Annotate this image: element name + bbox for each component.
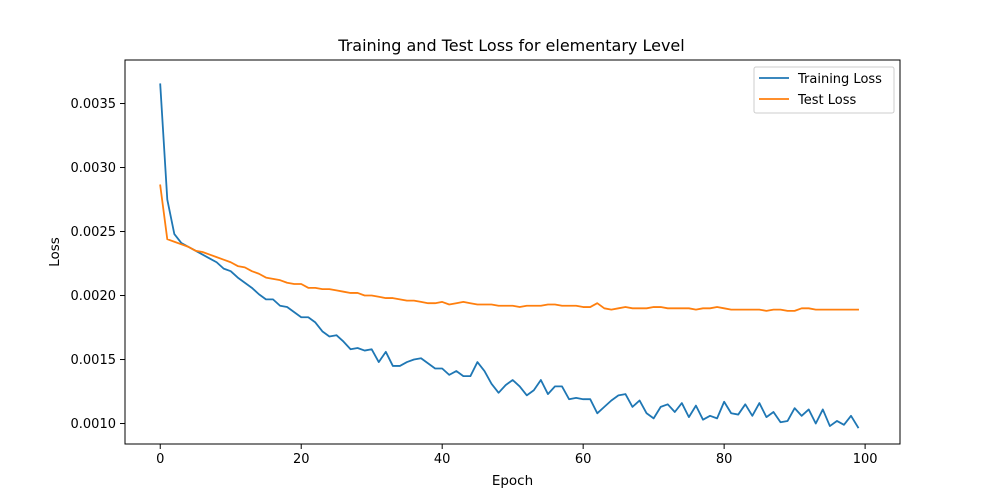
y-axis-ticks: 0.0010 0.0015 0.0020 0.0025 0.0030 0.0035 xyxy=(71,97,125,432)
x-tick-label: 40 xyxy=(434,452,451,467)
y-tick-label: 0.0010 xyxy=(71,417,117,432)
y-axis-label: Loss xyxy=(47,237,63,267)
y-tick-label: 0.0025 xyxy=(71,225,117,240)
x-tick-label: 0 xyxy=(156,452,164,467)
legend: Training Loss Test Loss xyxy=(753,66,895,114)
series-line-test-loss xyxy=(159,184,859,312)
x-tick-label: 80 xyxy=(716,452,733,467)
legend-label-training-loss: Training Loss xyxy=(797,72,882,87)
y-tick-label: 0.0015 xyxy=(71,353,117,368)
y-tick-label: 0.0035 xyxy=(71,97,117,112)
x-axis-ticks: 0 20 40 60 80 100 xyxy=(156,444,878,467)
series-line-training-loss xyxy=(159,83,860,429)
x-tick-label: 60 xyxy=(575,452,592,467)
y-tick-label: 0.0030 xyxy=(71,161,117,176)
x-tick-label: 20 xyxy=(293,452,310,467)
y-tick-label: 0.0020 xyxy=(71,289,117,304)
x-tick-label: 100 xyxy=(853,452,878,467)
legend-label-test-loss: Test Loss xyxy=(797,93,856,108)
chart-title: Training and Test Loss for elementary Le… xyxy=(337,36,684,55)
axes-background xyxy=(125,60,900,444)
axes-frame xyxy=(124,59,901,445)
plot-area xyxy=(124,59,901,445)
series-layer xyxy=(159,83,860,429)
x-axis-label: Epoch xyxy=(492,473,533,489)
